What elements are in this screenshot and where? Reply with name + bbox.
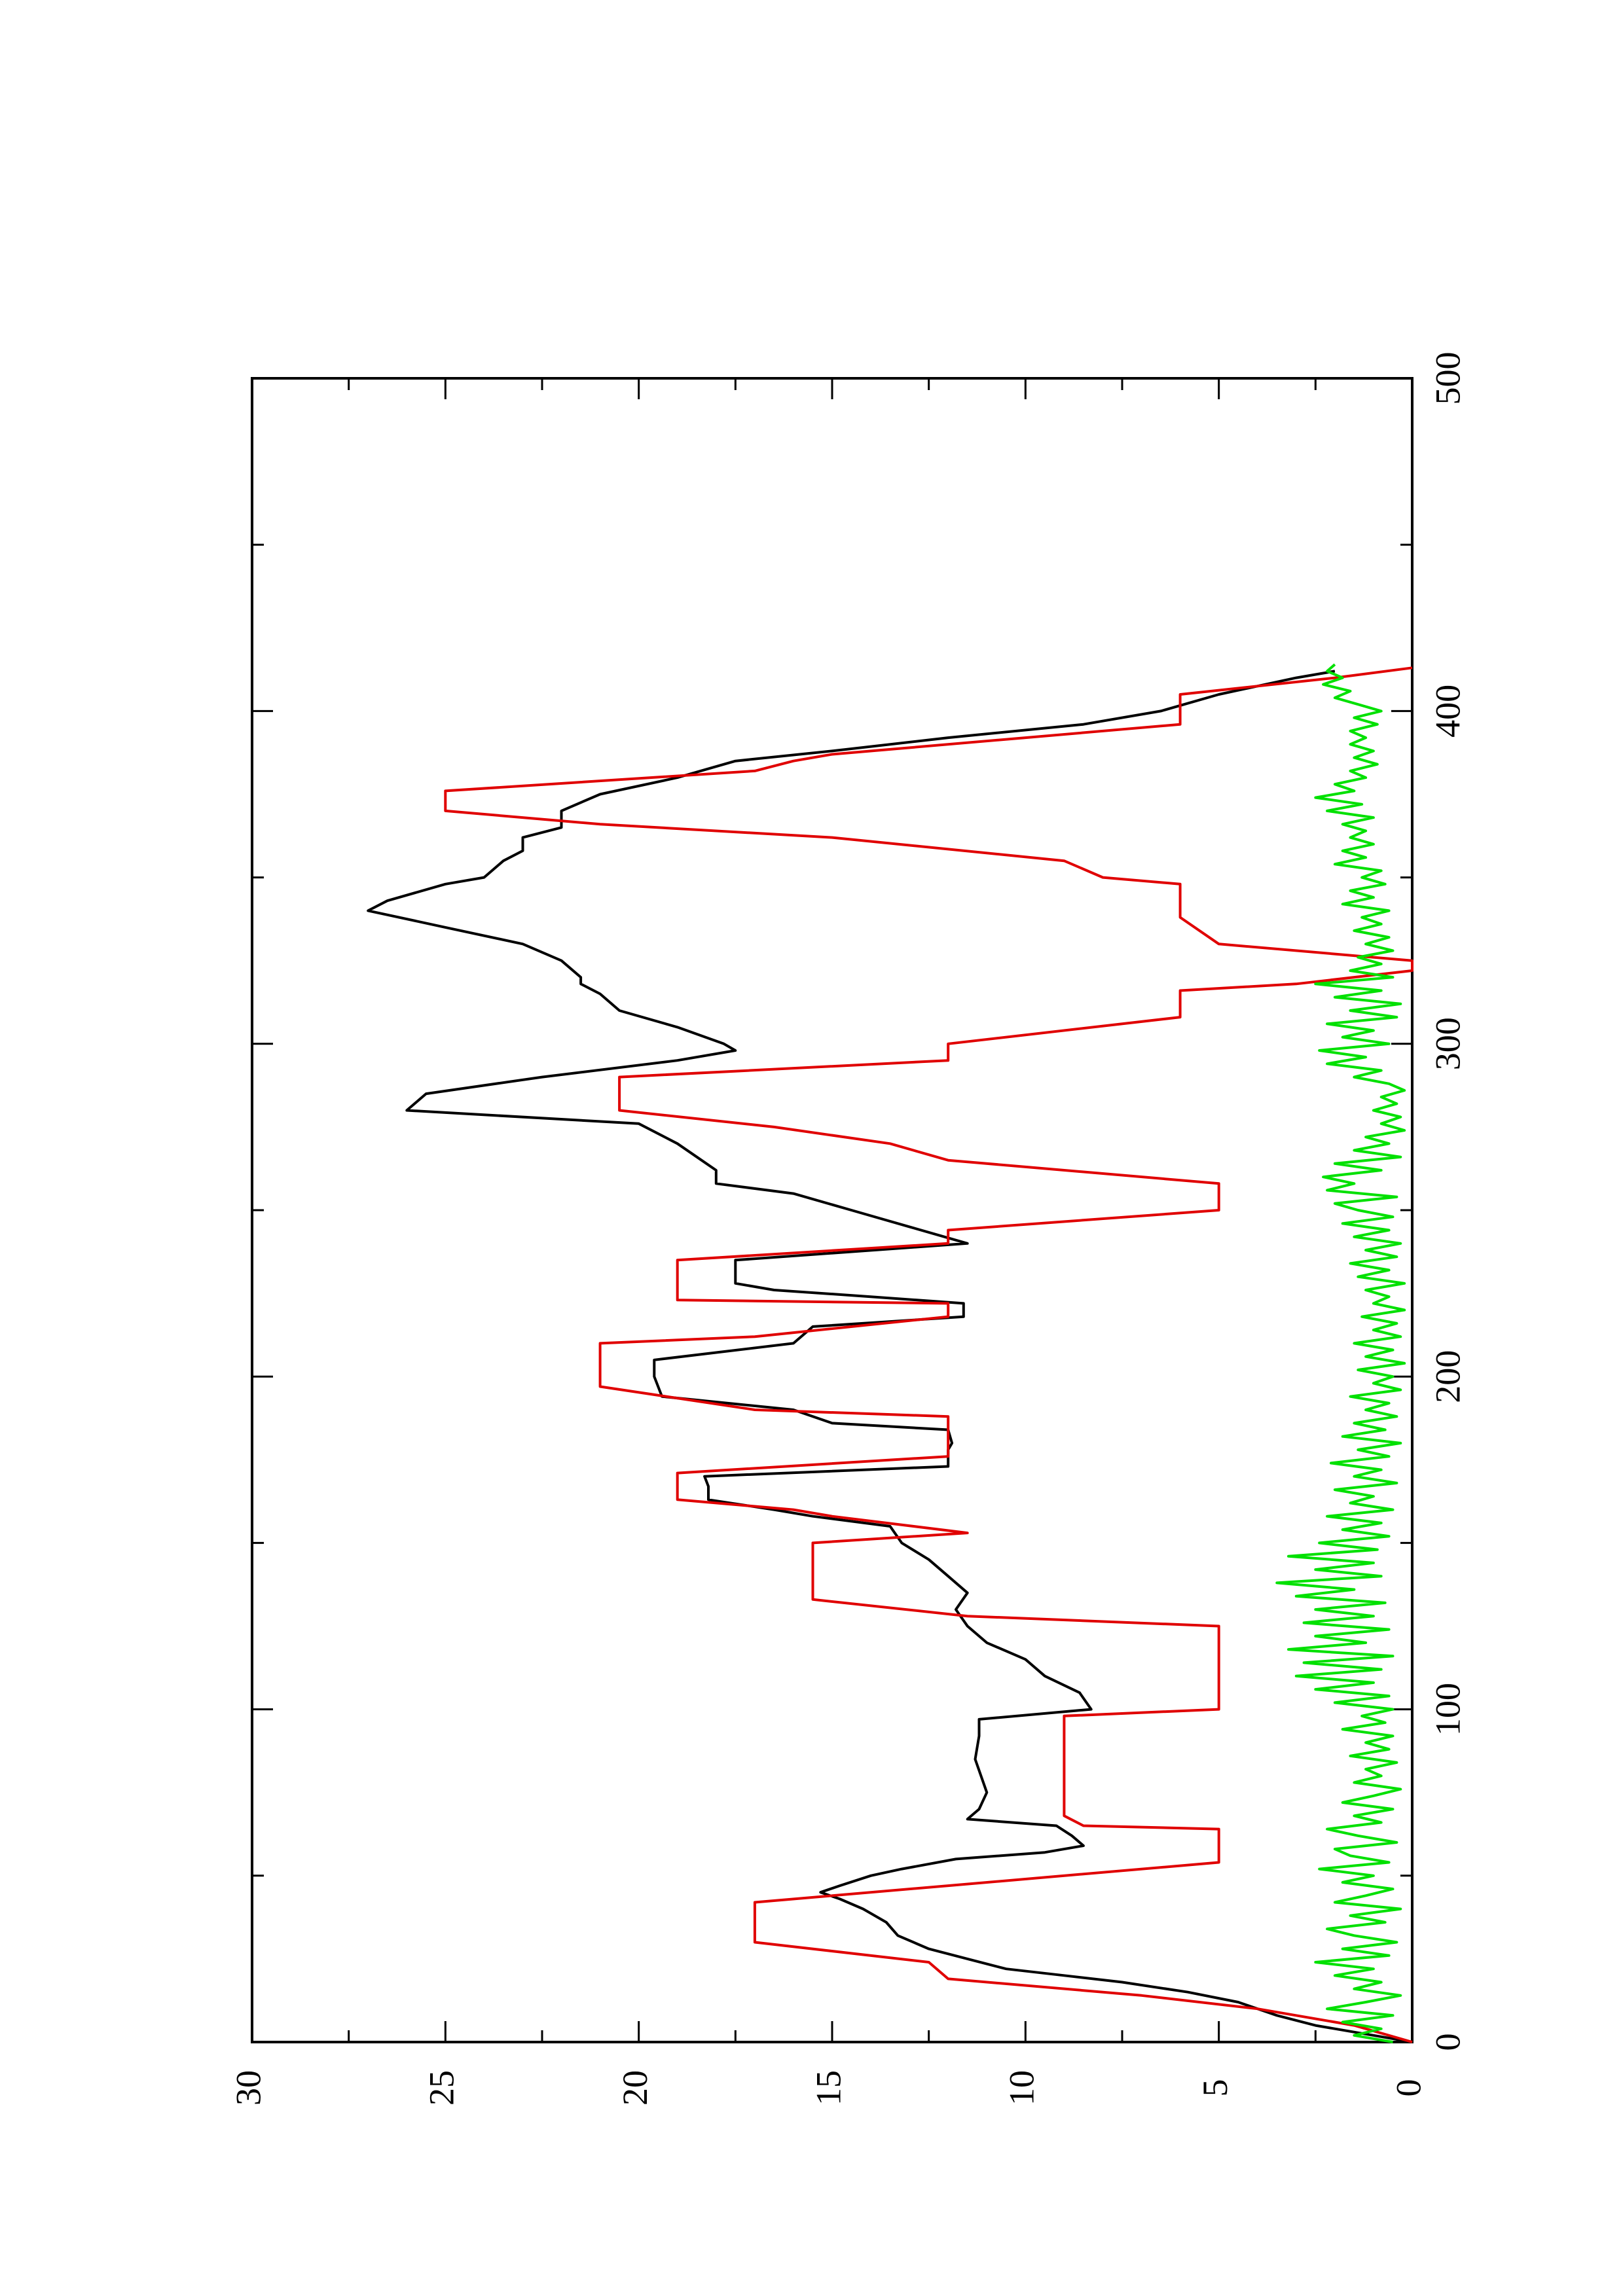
y-tick-label: 0: [1389, 2079, 1428, 2097]
y-tick-label: 25: [422, 2070, 462, 2106]
plot-frame: [251, 377, 1413, 2043]
x-tick-label: 500: [1428, 352, 1467, 405]
plot-area: 0 100 200 300 400 500 0 5 10 15 20 25 30: [228, 352, 1467, 2106]
y-tick-label: 20: [615, 2070, 655, 2106]
x-tick-label: 0: [1428, 2034, 1467, 2051]
y-tick-label: 5: [1195, 2079, 1235, 2097]
y-tick-label: 30: [228, 2070, 268, 2106]
y-tick-label: 10: [1002, 2070, 1042, 2106]
y-tick-label: 15: [809, 2070, 848, 2106]
series-red-line: [444, 666, 1413, 2043]
series-green-line: [1275, 663, 1406, 2043]
series-black-line: [367, 670, 1413, 2043]
x-tick-label: 100: [1428, 1683, 1467, 1736]
x-tick-label: 400: [1428, 685, 1467, 738]
x-tick-label: 300: [1428, 1017, 1467, 1070]
x-tick-label: 200: [1428, 1350, 1467, 1403]
